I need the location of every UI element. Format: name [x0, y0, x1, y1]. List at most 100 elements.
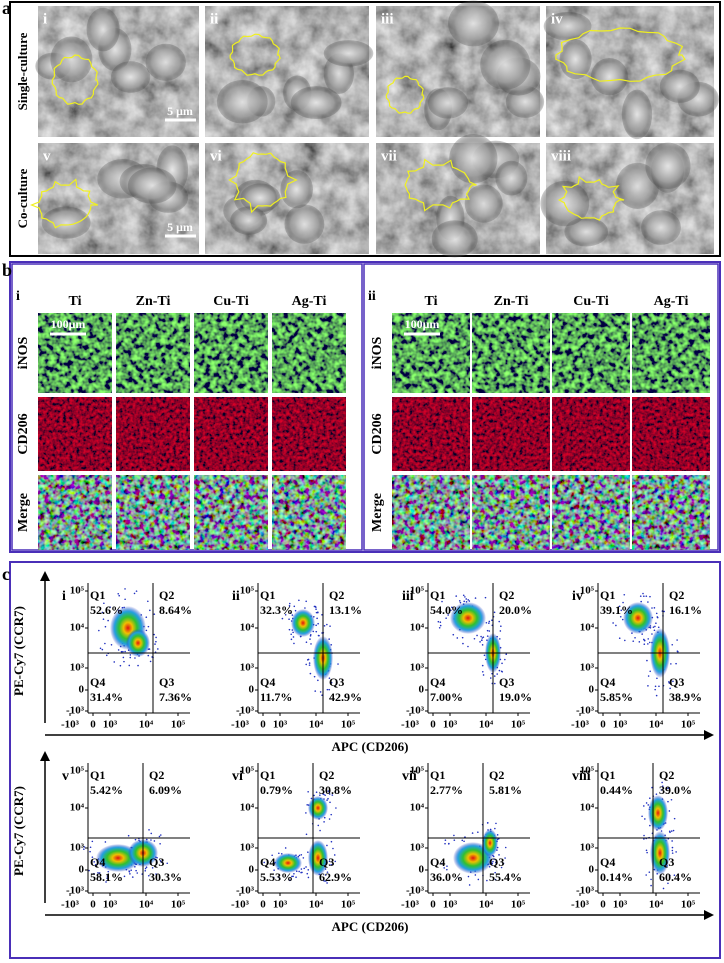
event-dot	[291, 875, 293, 878]
event-dot	[648, 641, 651, 644]
x-tick-label: 0	[430, 719, 436, 731]
event-dot	[147, 874, 150, 877]
event-dot	[113, 661, 116, 663]
event-dot	[313, 675, 316, 678]
event-dot	[661, 785, 664, 787]
quadrant-name: Q1	[90, 768, 105, 782]
event-dot	[133, 592, 136, 595]
cell-outline	[555, 27, 686, 82]
column-header: Zn-Ti	[494, 294, 529, 309]
event-dot	[643, 639, 646, 642]
event-dot	[332, 847, 334, 850]
event-dot	[495, 822, 497, 825]
event-dot	[308, 664, 311, 666]
event-dot	[148, 829, 150, 831]
event-dot	[675, 851, 677, 853]
event-dot	[315, 611, 318, 614]
y-axis-label: PE-Cy7 (CCR7)	[11, 606, 26, 696]
event-dot	[290, 612, 292, 614]
x-tick-label: 0	[90, 719, 96, 731]
row-label: Merge	[16, 493, 31, 532]
x-tick-label: 10⁵	[681, 899, 696, 911]
event-dot	[147, 625, 150, 628]
quadrant-percent: 5.42%	[90, 783, 123, 797]
event-dot	[324, 794, 326, 797]
event-dot	[271, 854, 273, 857]
y-tick-label: 10⁵	[580, 585, 595, 597]
event-dot	[321, 632, 323, 634]
group-label: ii	[368, 289, 376, 304]
event-dot	[467, 645, 469, 648]
event-dot	[155, 873, 157, 875]
y-tick-label: 10⁴	[410, 622, 425, 634]
event-dot	[157, 648, 159, 650]
quadrant-name: Q4	[600, 855, 615, 869]
density-blob	[482, 829, 498, 857]
quadrant-name: Q4	[430, 855, 445, 869]
event-dot	[316, 617, 318, 620]
event-dot	[504, 857, 506, 859]
event-dot	[646, 851, 648, 854]
event-dot	[494, 827, 496, 830]
event-dot	[505, 653, 508, 655]
density-blob	[650, 831, 670, 875]
event-dot	[153, 633, 155, 636]
quadrant-percent: 36.0%	[430, 870, 463, 884]
event-dot	[670, 798, 673, 801]
scale-bar-label: 5 μm	[167, 104, 193, 118]
event-dot	[327, 790, 330, 792]
event-dot	[501, 662, 503, 665]
x-tick-label: 10⁴	[139, 719, 154, 731]
scale-bar-label: 100μm	[51, 317, 86, 331]
x-tick-label: 0	[90, 899, 96, 911]
x-tick-label: 10³	[273, 899, 288, 911]
quadrant-name: Q1	[430, 768, 445, 782]
y-tick-label: -10³	[406, 885, 425, 897]
event-dot	[491, 619, 493, 622]
fluorescence-image	[272, 475, 346, 550]
event-dot	[643, 838, 645, 840]
cell	[427, 87, 469, 119]
row-label: Co-culture	[15, 168, 30, 228]
event-dot	[166, 862, 169, 865]
event-dot	[99, 647, 102, 650]
quadrant-name: Q3	[149, 855, 164, 869]
cell	[431, 220, 478, 258]
event-dot	[671, 846, 674, 849]
density-blob	[274, 853, 302, 873]
event-dot	[623, 593, 626, 596]
event-dot	[316, 611, 319, 614]
event-dot	[457, 877, 460, 880]
event-dot	[91, 840, 94, 843]
quadrant-name: Q3	[159, 675, 174, 689]
event-dot	[335, 807, 337, 809]
quadrant-percent: 0.79%	[260, 783, 293, 797]
image-label: viii	[551, 148, 571, 164]
event-dot	[663, 610, 665, 613]
event-dot	[147, 600, 149, 603]
cell	[145, 43, 186, 81]
cell	[110, 61, 151, 93]
event-dot	[323, 880, 325, 882]
event-dot	[491, 672, 493, 675]
event-dot	[446, 865, 448, 867]
event-dot	[640, 600, 642, 603]
quadrant-name: Q2	[659, 768, 674, 782]
fluorescence-image	[194, 313, 268, 393]
column-header: Ag-Ti	[292, 294, 327, 309]
event-dot	[453, 834, 455, 837]
event-dot	[104, 625, 107, 628]
event-dot	[305, 833, 308, 836]
arrowhead	[704, 910, 714, 920]
y-tick-label: 0	[419, 684, 425, 696]
plot-label: v	[62, 769, 69, 784]
y-tick-label: -10³	[576, 885, 595, 897]
quadrant-percent: 6.09%	[149, 783, 182, 797]
event-dot	[445, 617, 447, 619]
event-dot	[666, 787, 668, 790]
event-dot	[618, 605, 621, 608]
cell-outline	[51, 54, 99, 105]
event-dot	[318, 634, 320, 637]
row-label: iNOS	[16, 336, 31, 369]
cell	[230, 206, 268, 235]
